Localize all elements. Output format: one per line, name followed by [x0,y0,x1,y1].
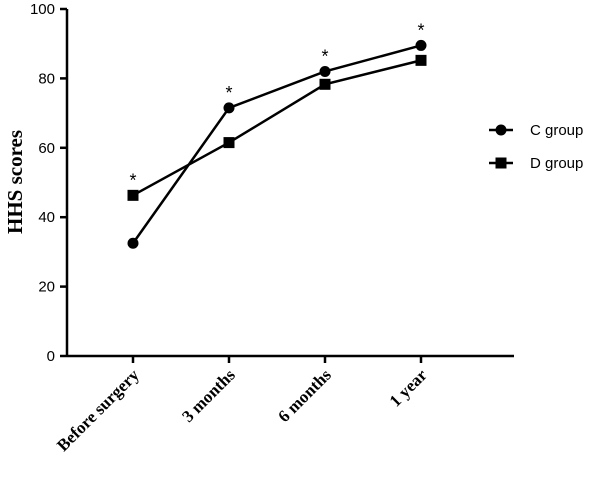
significance-star: * [321,46,328,66]
significance-star: * [225,83,232,103]
x-tick-label: Before surgery [53,365,143,455]
legend-marker-square [495,157,507,169]
data-point-square [319,78,331,90]
data-point-square [127,189,139,201]
y-tick-label: 20 [38,279,55,296]
legend-marker-circle [495,124,507,136]
data-point-circle [319,65,331,77]
data-point-square [223,137,235,149]
y-tick-label: 100 [30,1,55,18]
series-group: * * * * [127,20,427,249]
x-tick-label: 1 year [386,365,431,410]
data-point-square [415,54,427,66]
series-line-2 [132,59,422,197]
legend: C group D group [489,122,583,172]
x-tick-label: 3 months [178,365,239,426]
y-tick-label: 0 [47,348,55,365]
y-tick-label: 60 [38,140,55,157]
x-tick-label: 6 months [274,365,335,426]
data-point-circle [415,39,427,51]
data-point-circle [223,102,235,114]
y-axis-title: HHS scores [3,130,27,234]
significance-star: * [417,20,424,40]
axes: 0 20 40 60 80 100 Before surgery 3 months 6 mont… [30,1,514,455]
series-line-1 [131,44,422,244]
legend-label: C group [530,122,583,139]
y-tick-label: 40 [38,209,55,226]
significance-star: * [129,170,136,190]
data-point-circle [127,237,139,249]
y-tick-label: 80 [38,70,55,87]
legend-label: D group [530,155,583,172]
